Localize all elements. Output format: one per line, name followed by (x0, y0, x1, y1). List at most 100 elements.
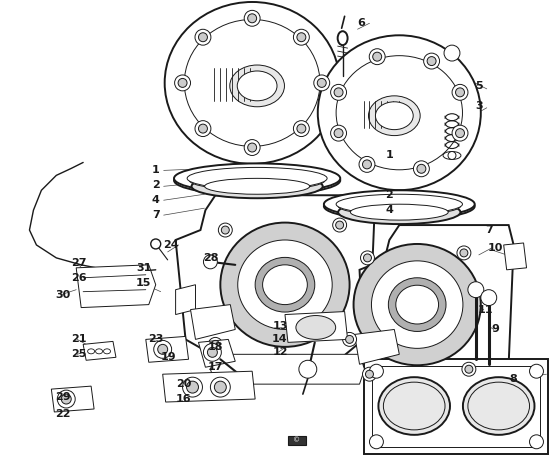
Text: 10: 10 (488, 243, 503, 253)
Circle shape (444, 45, 460, 61)
Ellipse shape (189, 171, 325, 190)
Text: ©: © (294, 437, 300, 443)
Circle shape (359, 156, 375, 172)
Circle shape (222, 226, 229, 234)
Text: 13: 13 (272, 322, 288, 332)
Polygon shape (83, 342, 116, 360)
Ellipse shape (263, 265, 307, 304)
Text: 30: 30 (56, 290, 71, 300)
Bar (364, 359, 549, 454)
Circle shape (61, 394, 71, 404)
Text: 6: 6 (358, 18, 365, 28)
Circle shape (294, 29, 309, 45)
Ellipse shape (338, 200, 460, 224)
Circle shape (455, 88, 464, 97)
Circle shape (204, 343, 222, 361)
Circle shape (175, 75, 190, 91)
Circle shape (244, 140, 260, 155)
Ellipse shape (174, 163, 340, 193)
Text: 1: 1 (152, 165, 160, 175)
Circle shape (294, 121, 309, 136)
Text: 3: 3 (475, 101, 483, 111)
Ellipse shape (324, 190, 475, 218)
Circle shape (214, 381, 227, 393)
Circle shape (448, 152, 456, 160)
Text: 9: 9 (492, 324, 499, 334)
Ellipse shape (372, 261, 463, 348)
Circle shape (195, 121, 211, 136)
Text: 15: 15 (136, 278, 151, 288)
Text: 24: 24 (163, 240, 179, 250)
Polygon shape (504, 243, 527, 270)
Ellipse shape (383, 382, 445, 430)
Circle shape (158, 344, 167, 354)
Text: 22: 22 (55, 409, 71, 419)
Ellipse shape (165, 2, 340, 164)
Polygon shape (285, 312, 348, 342)
Circle shape (363, 367, 377, 381)
Ellipse shape (255, 257, 315, 312)
Circle shape (210, 377, 230, 397)
Ellipse shape (220, 223, 349, 347)
Circle shape (424, 53, 440, 69)
Polygon shape (176, 195, 374, 364)
Circle shape (195, 29, 211, 45)
Circle shape (530, 364, 543, 378)
Ellipse shape (187, 167, 327, 189)
Ellipse shape (230, 65, 285, 107)
Circle shape (299, 360, 317, 378)
Ellipse shape (318, 35, 481, 190)
Polygon shape (76, 265, 156, 308)
Circle shape (182, 377, 203, 397)
Text: 4: 4 (386, 205, 393, 215)
Text: 2: 2 (386, 190, 393, 200)
Text: 26: 26 (71, 273, 87, 283)
Ellipse shape (463, 377, 535, 435)
Text: 21: 21 (71, 334, 87, 344)
Ellipse shape (191, 174, 323, 198)
Polygon shape (354, 330, 400, 364)
Text: 8: 8 (510, 374, 517, 384)
Circle shape (334, 88, 343, 97)
Circle shape (57, 390, 75, 408)
Text: 4: 4 (152, 195, 160, 205)
Ellipse shape (336, 194, 463, 214)
Ellipse shape (368, 96, 420, 135)
Text: 16: 16 (176, 394, 191, 404)
Text: 29: 29 (55, 392, 71, 402)
Circle shape (178, 78, 187, 87)
Circle shape (345, 335, 354, 343)
Circle shape (297, 124, 306, 133)
Circle shape (333, 218, 347, 232)
Ellipse shape (338, 197, 460, 215)
Text: 31: 31 (136, 263, 151, 273)
Text: 14: 14 (272, 334, 288, 344)
Circle shape (334, 129, 343, 138)
Circle shape (452, 85, 468, 100)
Polygon shape (176, 285, 195, 314)
Circle shape (211, 341, 219, 348)
Ellipse shape (396, 285, 439, 324)
Text: 7: 7 (152, 210, 160, 220)
Circle shape (151, 239, 161, 249)
Circle shape (460, 249, 468, 257)
Circle shape (452, 125, 468, 141)
Circle shape (297, 33, 306, 42)
Ellipse shape (378, 377, 450, 435)
Circle shape (417, 164, 426, 173)
Circle shape (427, 57, 436, 66)
Bar (372, 366, 541, 447)
Circle shape (369, 435, 383, 449)
Circle shape (363, 160, 372, 169)
Text: 11: 11 (478, 304, 493, 314)
Text: 18: 18 (208, 342, 223, 352)
Circle shape (208, 347, 218, 357)
Polygon shape (51, 386, 94, 412)
Circle shape (365, 370, 373, 378)
Ellipse shape (324, 192, 475, 220)
Ellipse shape (296, 315, 336, 340)
Circle shape (363, 254, 372, 262)
Circle shape (530, 435, 543, 449)
Circle shape (413, 161, 429, 177)
Text: 23: 23 (148, 334, 163, 344)
